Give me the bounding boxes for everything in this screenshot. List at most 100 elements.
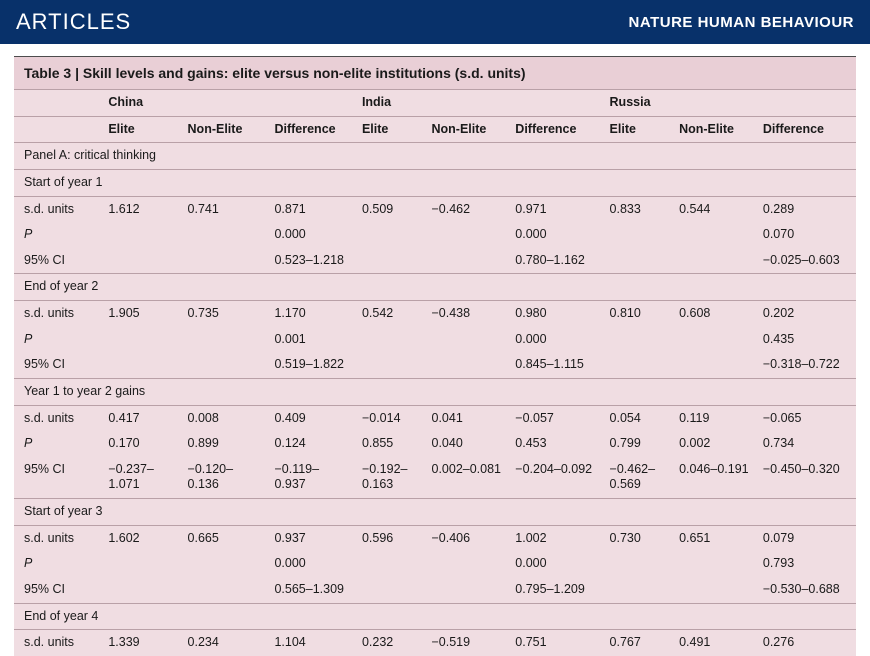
cell: 0.008 xyxy=(182,405,269,431)
col-sub: Non-Elite xyxy=(426,116,510,143)
cell: 0.289 xyxy=(757,196,856,222)
cell xyxy=(182,577,269,603)
cell: 0.000 xyxy=(509,222,603,248)
cell: −0.065 xyxy=(757,405,856,431)
cell: 0.040 xyxy=(426,431,510,457)
section-label: End of year 4 xyxy=(14,603,856,630)
cell xyxy=(604,577,674,603)
header-row-countries: China India Russia xyxy=(14,90,856,116)
panel-label: Panel A: critical thinking xyxy=(14,143,856,170)
cell: 0.565–1.309 xyxy=(268,577,355,603)
cell xyxy=(182,352,269,378)
cell: 0.795–1.209 xyxy=(509,577,603,603)
cell: 0.735 xyxy=(182,301,269,327)
cell: 0.845–1.115 xyxy=(509,352,603,378)
table-row: s.d. units0.4170.0080.409−0.0140.041−0.0… xyxy=(14,405,856,431)
cell xyxy=(604,352,674,378)
cell: 0.519–1.822 xyxy=(268,352,355,378)
cell: 0.799 xyxy=(604,431,674,457)
cell: 0.741 xyxy=(182,196,269,222)
table-row: P0.0000.0000.793 xyxy=(14,551,856,577)
cell: 0.232 xyxy=(356,630,426,656)
cell: 0.124 xyxy=(268,431,355,457)
cell: −0.450–0.320 xyxy=(757,457,856,499)
table-row: 95% CI0.565–1.3090.795–1.209−0.530–0.688 xyxy=(14,577,856,603)
cell xyxy=(426,551,510,577)
cell: 1.170 xyxy=(268,301,355,327)
col-sub: Difference xyxy=(509,116,603,143)
table-row: 95% CI0.523–1.2180.780–1.162−0.025–0.603 xyxy=(14,248,856,274)
section-label: Start of year 3 xyxy=(14,499,856,526)
cell xyxy=(356,352,426,378)
cell: −0.519 xyxy=(426,630,510,656)
cell xyxy=(673,222,757,248)
row-label: s.d. units xyxy=(14,630,102,656)
table-row: P0.0010.0000.435 xyxy=(14,327,856,353)
cell xyxy=(426,248,510,274)
cell: 0.001 xyxy=(268,327,355,353)
cell: −0.438 xyxy=(426,301,510,327)
cell: −0.119–0.937 xyxy=(268,457,355,499)
cell: 0.665 xyxy=(182,525,269,551)
cell: 0.002–0.081 xyxy=(426,457,510,499)
cell xyxy=(673,327,757,353)
row-label: P xyxy=(14,222,102,248)
cell xyxy=(102,327,181,353)
cell: 0.000 xyxy=(268,551,355,577)
cell xyxy=(426,577,510,603)
cell: 0.119 xyxy=(673,405,757,431)
cell: 1.002 xyxy=(509,525,603,551)
cell: 0.523–1.218 xyxy=(268,248,355,274)
cell xyxy=(182,551,269,577)
cell: 0.453 xyxy=(509,431,603,457)
cell: −0.462 xyxy=(426,196,510,222)
cell: 0.980 xyxy=(509,301,603,327)
cell xyxy=(673,577,757,603)
cell xyxy=(102,222,181,248)
journal-banner: ARTICLES NATURE HUMAN BEHAVIOUR xyxy=(0,0,870,44)
cell: 0.041 xyxy=(426,405,510,431)
row-label: 95% CI xyxy=(14,352,102,378)
col-sub: Elite xyxy=(102,116,181,143)
row-label: P xyxy=(14,551,102,577)
cell xyxy=(356,577,426,603)
cell xyxy=(673,551,757,577)
row-label: s.d. units xyxy=(14,525,102,551)
cell: 0.202 xyxy=(757,301,856,327)
table-title: Table 3 | Skill levels and gains: elite … xyxy=(14,56,856,90)
cell: 0.002 xyxy=(673,431,757,457)
panel-a-heading: Panel A: critical thinking xyxy=(14,143,856,170)
cell: 0.767 xyxy=(604,630,674,656)
row-label: s.d. units xyxy=(14,405,102,431)
row-label: s.d. units xyxy=(14,196,102,222)
cell xyxy=(102,551,181,577)
cell: 0.070 xyxy=(757,222,856,248)
cell xyxy=(102,248,181,274)
data-table: China India Russia Elite Non-Elite Diffe… xyxy=(14,90,856,656)
cell: −0.057 xyxy=(509,405,603,431)
cell xyxy=(426,222,510,248)
cell xyxy=(426,327,510,353)
cell: 0.509 xyxy=(356,196,426,222)
cell: 0.544 xyxy=(673,196,757,222)
banner-section: ARTICLES xyxy=(16,9,131,35)
cell xyxy=(356,551,426,577)
cell: 0.810 xyxy=(604,301,674,327)
cell: −0.014 xyxy=(356,405,426,431)
cell: −0.406 xyxy=(426,525,510,551)
row-label: P xyxy=(14,327,102,353)
cell: 0.937 xyxy=(268,525,355,551)
cell xyxy=(356,327,426,353)
row-label: 95% CI xyxy=(14,248,102,274)
cell: 0.734 xyxy=(757,431,856,457)
cell: −0.204–0.092 xyxy=(509,457,603,499)
cell: 0.234 xyxy=(182,630,269,656)
cell: 0.899 xyxy=(182,431,269,457)
cell xyxy=(102,352,181,378)
cell: −0.462–0.569 xyxy=(604,457,674,499)
row-label: P xyxy=(14,431,102,457)
journal-name: NATURE HUMAN BEHAVIOUR xyxy=(629,14,854,31)
cell: 0.491 xyxy=(673,630,757,656)
cell: 0.409 xyxy=(268,405,355,431)
cell xyxy=(673,352,757,378)
